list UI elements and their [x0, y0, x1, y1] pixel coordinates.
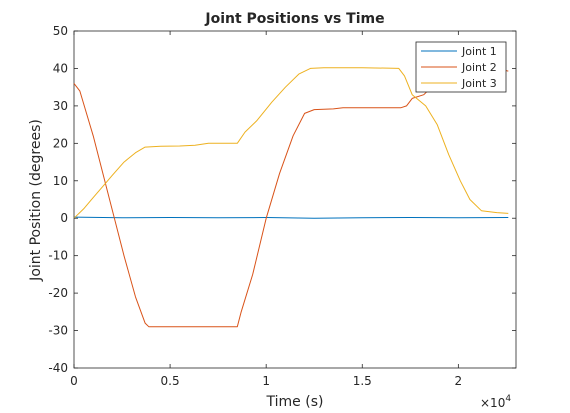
y-axis: -40 -30 -20 -10 0 10 20 30 40 50 — [48, 24, 516, 375]
y-tick-label: -40 — [48, 361, 68, 375]
y-axis-label: Joint Position (degrees) — [28, 119, 44, 282]
x-tick-label: 0 — [70, 374, 78, 388]
x-axis-multiplier-base: ×10 — [480, 396, 505, 410]
legend: Joint 1 Joint 2 Joint 3 — [415, 41, 507, 93]
y-tick-label: 40 — [53, 61, 68, 75]
y-tick-label: 20 — [53, 136, 68, 150]
legend-label-joint-3: Joint 3 — [461, 77, 497, 90]
x-axis-multiplier-exponent: 4 — [505, 394, 511, 404]
x-axis-label: Time (s) — [266, 394, 324, 410]
y-tick-label: 50 — [53, 24, 68, 38]
chart-title: Joint Positions vs Time — [204, 11, 384, 27]
x-tick-label: 0.5 — [161, 374, 180, 388]
x-axis-multiplier: ×104 — [480, 394, 511, 410]
y-tick-label: 10 — [53, 174, 68, 188]
series-line-joint-3 — [73, 67, 509, 219]
series-line-joint-1 — [73, 216, 509, 219]
y-tick-label: -20 — [48, 286, 68, 300]
x-tick-label: 1 — [262, 374, 270, 388]
y-tick-label: 30 — [53, 99, 68, 113]
x-tick-label: 2 — [455, 374, 463, 388]
x-tick-label: 1.5 — [353, 374, 372, 388]
legend-label-joint-2: Joint 2 — [461, 61, 497, 74]
x-axis: 0 0.5 1 1.5 2 — [70, 31, 462, 388]
legend-label-joint-1: Joint 1 — [461, 45, 497, 58]
y-tick-label: -10 — [48, 249, 68, 263]
y-tick-label: -30 — [48, 324, 68, 338]
y-tick-label: 0 — [60, 211, 68, 225]
